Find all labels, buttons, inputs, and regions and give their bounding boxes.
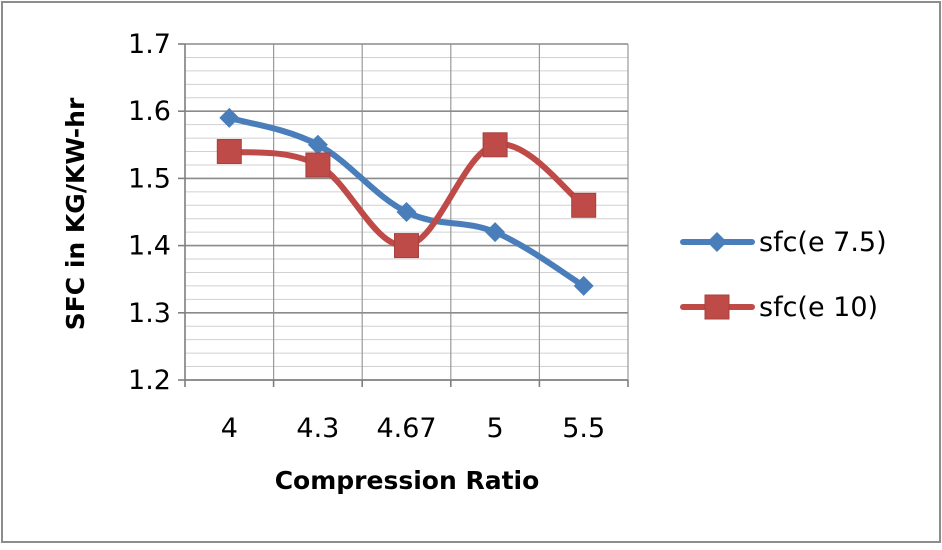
series-1	[219, 107, 594, 296]
y-tick-label: 1.3	[128, 298, 171, 329]
data-point-diamond	[485, 222, 506, 243]
series-lines	[216, 107, 597, 296]
data-point-diamond	[573, 275, 594, 296]
y-tick-label: 1.7	[128, 29, 171, 60]
x-axis-title: Compression Ratio	[275, 466, 540, 495]
data-point-diamond	[219, 107, 240, 128]
data-point-diamond	[307, 134, 328, 155]
data-point-square	[305, 152, 331, 178]
y-axis-title: SFC in KG/KW-hr	[61, 97, 90, 330]
x-tick-label: 4	[221, 413, 238, 444]
series-2	[216, 132, 597, 259]
data-point-square	[704, 294, 730, 320]
x-tick-labels: 4 4.3 4.67 5 5.5	[221, 413, 605, 444]
data-point-square	[482, 132, 508, 158]
x-tick-label: 4.67	[376, 413, 436, 444]
x-tick-label: 5	[487, 413, 504, 444]
legend-entry: sfc(e 7.5)	[680, 227, 887, 258]
x-tick-label: 4.3	[296, 413, 339, 444]
legend-entry: sfc(e 10)	[680, 292, 878, 323]
y-tick-label: 1.6	[128, 96, 171, 127]
axes	[178, 43, 629, 387]
x-tick-label: 5.5	[562, 413, 605, 444]
y-tick-labels: 1.2 1.3 1.4 1.5 1.6 1.7	[128, 29, 171, 396]
legend-label: sfc(e 10)	[759, 292, 878, 323]
legend-label: sfc(e 7.5)	[759, 227, 887, 258]
data-point-diamond	[396, 202, 417, 222]
data-point-square	[571, 192, 597, 218]
data-point-square	[394, 233, 419, 259]
y-tick-label: 1.5	[128, 163, 171, 194]
y-tick-label: 1.2	[128, 365, 171, 396]
legend: sfc(e 7.5) sfc(e 10)	[680, 227, 887, 323]
data-point-diamond	[707, 232, 727, 252]
y-tick-label: 1.4	[128, 231, 171, 262]
data-point-square	[216, 139, 242, 165]
